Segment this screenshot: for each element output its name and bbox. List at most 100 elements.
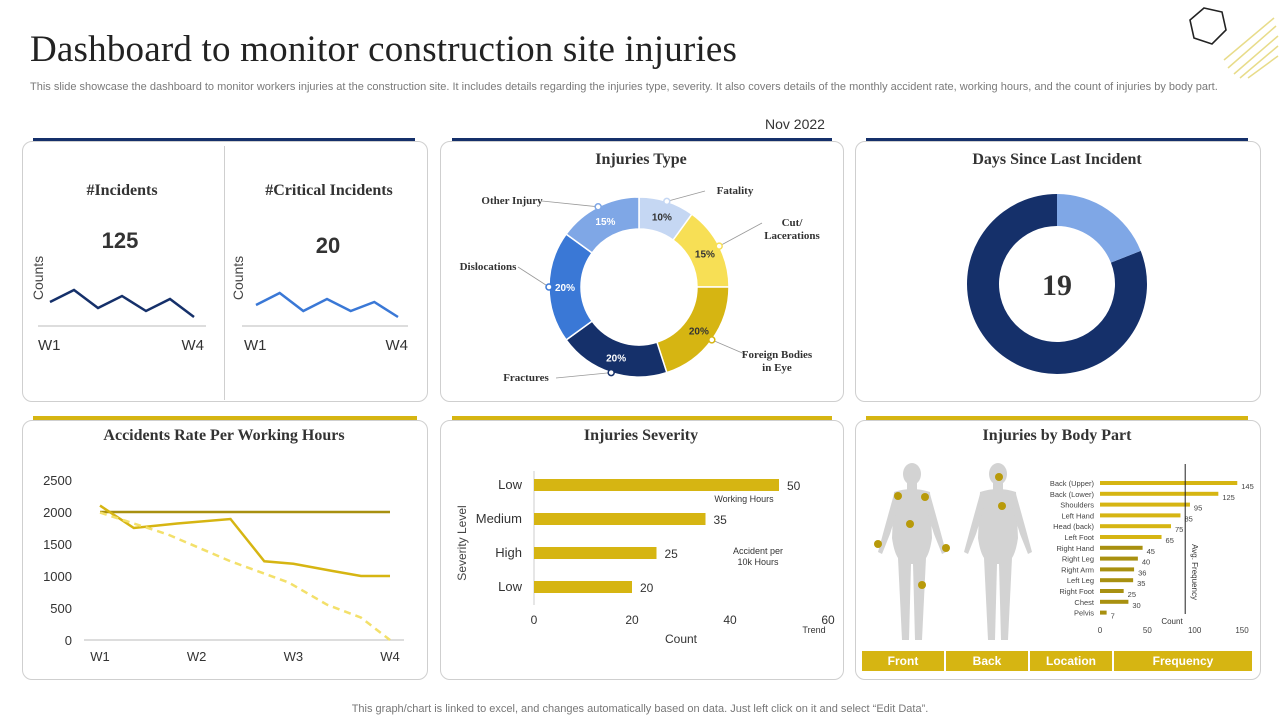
- incidents-x-start: W1: [38, 337, 61, 354]
- body-part-value: 85: [1184, 514, 1192, 523]
- incidents-ylabel: Counts: [30, 256, 46, 300]
- severity-bar: [534, 547, 657, 559]
- body-part-bar: [1100, 535, 1162, 539]
- accidents-rate-title: Accidents Rate Per Working Hours: [103, 427, 345, 444]
- severity-bar: [534, 513, 706, 525]
- tab-back[interactable]: Back: [946, 651, 1028, 671]
- donut-leader-line: [711, 339, 748, 356]
- leg-marker: [918, 581, 926, 589]
- back-upper-marker: [998, 502, 1006, 510]
- severity-category-label: Low: [498, 477, 522, 492]
- body-part-value: 35: [1137, 579, 1145, 588]
- accidents-rate-panel: [22, 420, 428, 680]
- back-body-icon: [964, 463, 1032, 640]
- body-part-label: Left Foot: [1064, 533, 1095, 542]
- donut-marker: [594, 203, 602, 211]
- body-part-label: Right Foot: [1059, 587, 1095, 596]
- severity-x-tick: 0: [531, 613, 538, 627]
- severity-annotation: Trend: [802, 625, 825, 635]
- body-part-bar: [1100, 524, 1171, 529]
- donut-value-label: 20%: [555, 283, 575, 294]
- tab-frequency[interactable]: Frequency: [1114, 651, 1252, 671]
- rate-x-tick: W3: [284, 649, 304, 664]
- critical-x-start: W1: [244, 337, 267, 354]
- body-part-label: Back (Upper): [1050, 479, 1095, 488]
- donut-leader-line: [719, 222, 763, 247]
- incidents-value: 125: [101, 228, 139, 253]
- severity-x-tick: 40: [723, 613, 737, 627]
- body-part-bar: [1100, 491, 1219, 496]
- shoulder-marker: [894, 492, 902, 500]
- accidents-rate-chart: 2500 2000 1500 1000 500 0 W1 W2 W3 W4: [43, 473, 404, 664]
- body-part-value: 40: [1142, 558, 1150, 567]
- severity-category-label: Low: [498, 579, 522, 594]
- rate-y-tick: 2500: [43, 473, 72, 488]
- rate-series-accidents-rate: [99, 504, 390, 578]
- donut-value-label: 15%: [595, 217, 615, 228]
- donut-category-label: Fatality: [717, 185, 754, 197]
- rate-y-tick: 0: [65, 633, 72, 648]
- severity-value-label: 25: [665, 547, 679, 561]
- footer-note: This graph/chart is linked to excel, and…: [351, 703, 929, 715]
- severity-x-tick: 60: [821, 613, 835, 627]
- critical-ylabel: Counts: [230, 256, 246, 300]
- incidents-sparklines: Counts Counts W1 W4 W1 W4: [30, 256, 409, 354]
- body-part-bar: [1100, 513, 1181, 518]
- body-part-label: Head (back): [1053, 522, 1094, 531]
- head-back-marker: [995, 473, 1003, 481]
- rate-x-tick: W4: [380, 649, 400, 664]
- rate-y-tick: 2000: [43, 505, 72, 520]
- donut-value-label: 10%: [652, 213, 672, 224]
- tab-front[interactable]: Front: [862, 651, 944, 671]
- injuries-severity-chart: Severity Level Low 50 Medium 35 High 25 Low 20 0 2…: [455, 471, 835, 646]
- body-part-chart: Back (Upper) 145 Back (Lower) 125 Shoulders 9…: [1050, 464, 1254, 635]
- donut-category-label: Other Injury: [481, 195, 543, 207]
- incidents-x-end: W4: [182, 337, 205, 354]
- shoulder-marker: [921, 493, 929, 501]
- report-date: Nov 2022: [765, 116, 825, 132]
- tab-location[interactable]: Location: [1030, 651, 1112, 671]
- chest-marker: [906, 520, 914, 528]
- body-part-bar: [1100, 578, 1134, 583]
- donut-slice-5: [565, 196, 640, 254]
- severity-category-label: High: [495, 545, 522, 560]
- critical-x-end: W4: [386, 337, 409, 354]
- hexagon-decoration: [1189, 7, 1279, 79]
- severity-value-label: 35: [714, 513, 728, 527]
- body-part-value: 125: [1222, 493, 1235, 502]
- donut-marker: [708, 336, 716, 344]
- donut-leader-line: [666, 190, 706, 202]
- severity-bar: [534, 581, 632, 593]
- donut-category-label: Foreign Bodies in Eye: [742, 349, 813, 374]
- severity-category-label: Medium: [476, 511, 522, 526]
- body-part-bar: [1100, 610, 1107, 615]
- incidents-line: [49, 288, 195, 318]
- body-part-label: Back (Lower): [1050, 490, 1095, 499]
- rate-y-tick: 1500: [43, 537, 72, 552]
- critical-incidents-value: 20: [315, 233, 341, 258]
- critical-incidents-title: #Critical Incidents: [265, 182, 393, 199]
- rate-series-trend: [99, 511, 391, 641]
- days-since-title: Days Since Last Incident: [972, 151, 1142, 168]
- body-part-value: 65: [1166, 536, 1174, 545]
- body-part-bar: [1100, 545, 1143, 550]
- rate-y-tick: 1000: [43, 569, 72, 584]
- body-part-bar: [1100, 589, 1124, 593]
- page-title: Dashboard to monitor construction site i…: [30, 29, 738, 70]
- body-part-label: Left Leg: [1067, 576, 1094, 585]
- rate-x-tick: W1: [90, 649, 110, 664]
- body-part-x-tick: 0: [1098, 626, 1103, 635]
- severity-value-label: 50: [787, 479, 801, 493]
- body-part-value: 145: [1241, 482, 1254, 491]
- donut-value-label: 20%: [606, 353, 626, 364]
- body-part-value: 30: [1132, 601, 1140, 610]
- severity-value-label: 20: [640, 581, 654, 595]
- body-part-value: 36: [1138, 568, 1146, 577]
- donut-leader-line: [555, 372, 612, 379]
- page-description: This slide showcase the dashboard to mon…: [30, 81, 1218, 93]
- body-part-x-tick: 100: [1188, 626, 1202, 635]
- severity-ylabel: Severity Level: [455, 505, 469, 580]
- body-part-bar: [1100, 481, 1238, 485]
- body-part-label: Left Hand: [1061, 511, 1094, 520]
- rate-x-tick: W2: [187, 649, 207, 664]
